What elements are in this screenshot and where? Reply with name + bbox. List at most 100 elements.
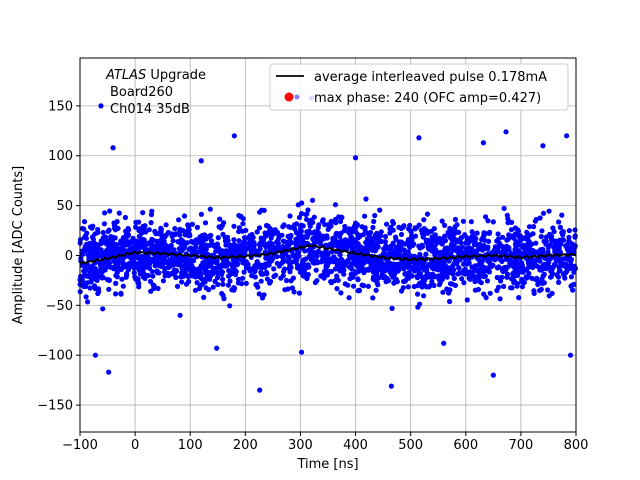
scatter-point [213,248,219,254]
scatter-point [110,145,116,151]
scatter-point [137,255,143,261]
scatter-point [127,254,133,260]
scatter-point [406,275,412,281]
atlas-annotation: ATLAS Upgrade Board260 Ch014 35dB [105,68,206,117]
scatter-point [532,260,538,266]
scatter-point [320,217,326,223]
scatter-point [388,383,394,389]
scatter-point [407,264,413,270]
scatter-point [359,224,365,230]
scatter-point [402,271,408,277]
x-tick-label: 200 [233,438,258,453]
scatter-point [177,229,183,235]
scatter-point [357,253,363,260]
scatter-point [560,237,566,243]
scatter-point [379,267,385,273]
scatter-point [318,259,324,265]
scatter-point [263,222,270,229]
scatter-point [431,282,437,289]
scatter-point [506,232,512,238]
scatter-point [568,256,575,263]
scatter-point [124,263,130,269]
scatter-point [355,264,361,270]
scatter-point [541,271,547,277]
scatter-point [324,272,330,278]
scatter-point [162,273,168,279]
scatter-point [136,267,142,273]
scatter-point [519,284,526,290]
scatter-point [384,277,390,283]
scatter-point [425,230,431,236]
scatter-point [365,230,371,237]
scatter-point [312,260,318,266]
scatter-point [302,248,308,254]
scatter-point [467,245,473,251]
scatter-points [77,95,579,393]
scatter-point [307,223,313,229]
scatter-point [568,274,575,280]
scatter-point [438,240,444,246]
scatter-point [207,206,213,212]
scatter-point [182,232,188,238]
scatter-point [283,277,290,284]
scatter-point [382,233,389,240]
scatter-point [207,273,213,279]
scatter-point [113,291,119,297]
scatter-point [391,250,397,257]
scatter-point [156,245,162,251]
scatter-point [567,240,573,246]
scatter-point [423,251,429,257]
scatter-point [288,278,294,284]
scatter-point [334,231,340,237]
scatter-point [452,282,458,288]
scatter-point [80,225,86,232]
scatter-point [508,227,515,233]
scatter-point [459,276,465,282]
scatter-point [313,267,319,273]
scatter-point [125,225,131,232]
scatter-point [416,280,423,287]
axis-ticks: −100 0 100 200 300 400 500 600 700 800−150−100−50… [37,99,588,453]
series-line-average [79,244,577,265]
scatter-point [227,303,233,309]
scatter-point [486,230,492,236]
scatter-point [443,252,450,258]
scatter-point [204,242,210,248]
scatter-point [293,230,300,236]
scatter-point [431,274,437,280]
scatter-point [513,245,519,251]
scatter-point [472,240,478,246]
scatter-point [227,271,234,277]
scatter-point [133,219,139,225]
scatter-point [235,261,241,267]
y-tick-label: −50 [46,299,73,314]
x-tick-label: 700 [508,438,533,453]
scatter-point [253,282,259,288]
scatter-point [95,286,102,292]
scatter-point [94,251,100,258]
scatter-point [120,249,126,255]
scatter-point [263,255,269,261]
scatter-point [413,261,419,267]
scatter-point [397,265,403,271]
scatter-point [282,287,288,293]
scatter-point [222,235,228,241]
scatter-point [351,283,357,289]
scatter-point [295,202,301,208]
scatter-point [298,349,305,355]
scatter-point [430,263,436,269]
scatter-point [484,278,491,284]
scatter-point [208,263,214,269]
legend: average interleaved pulse 0.178mA max ph… [269,63,569,111]
scatter-point [316,222,322,228]
scatter-point [375,236,382,242]
scatter-point [227,242,233,248]
scatter-point [88,253,94,260]
scatter-point [148,288,154,294]
scatter-point [273,272,279,278]
scatter-point [486,255,492,261]
scatter-point [259,207,265,213]
scatter-point [98,253,104,259]
scatter-point [461,267,467,274]
scatter-point [104,247,110,254]
